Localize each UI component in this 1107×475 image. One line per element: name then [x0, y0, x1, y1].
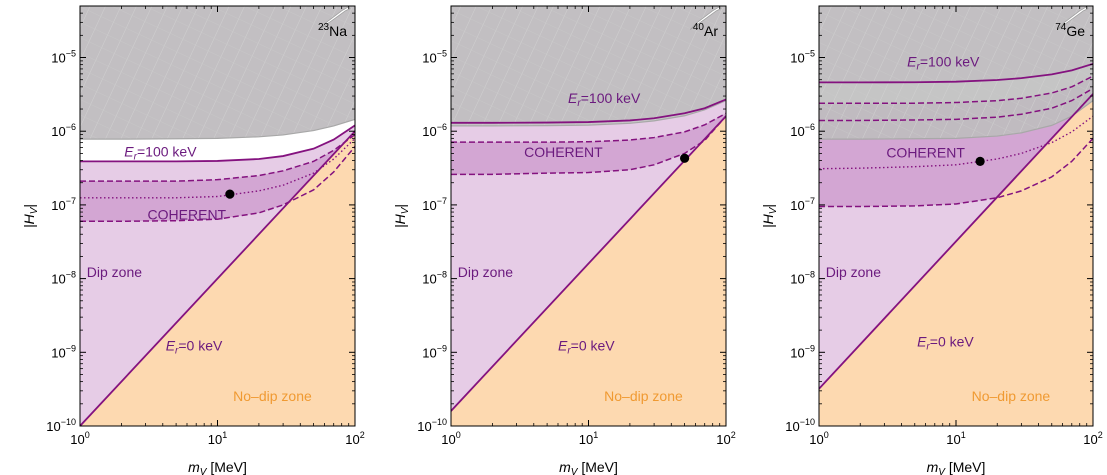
- y-tick-label: 10−8: [422, 270, 447, 287]
- coherent-best-fit-line: [80, 137, 355, 199]
- unconstrained-gap-region: [80, 119, 355, 162]
- y-axis-label: |HV|: [392, 204, 411, 228]
- allowed-island: [1057, 6, 1089, 30]
- er-100kev-line: [451, 98, 726, 124]
- y-tick-label: 10−9: [422, 343, 447, 360]
- y-tick-label: 10−7: [51, 196, 76, 213]
- x-tick-label: 100: [809, 430, 828, 447]
- x-axis-label: mV [MeV]: [559, 459, 618, 475]
- y-tick-label: 10−5: [51, 49, 76, 66]
- panel-na: Er=100 keV Er=0 keV COHERENT Dip zone No–dip…: [21, 5, 365, 475]
- excluded-region-hatch: [451, 6, 726, 126]
- excluded-region-hatch: [819, 6, 1093, 140]
- panel-ar: Er=100 keV Er=0 keV COHERENT Dip zone No–dip…: [392, 5, 736, 475]
- y-tick-label: 10−8: [790, 270, 815, 287]
- excluded-boundary-line: [819, 100, 1093, 140]
- y-tick-label: 10−6: [790, 122, 815, 139]
- y-tick-label: 10−5: [422, 49, 447, 66]
- best-fit-point: [225, 189, 235, 199]
- nodip-zone-label: No–dip zone: [604, 388, 683, 404]
- excluded-boundary-line: [80, 118, 355, 140]
- coherent-lower-line: [451, 115, 726, 176]
- x-tick-label: 100: [70, 430, 89, 447]
- dip-zone-label: Dip zone: [87, 264, 142, 280]
- y-tick-label: 10−6: [422, 122, 447, 139]
- y-tick-label: 10−10: [785, 417, 815, 434]
- y-axis-label: |HV|: [21, 204, 40, 228]
- coherent-label: COHERENT: [148, 207, 227, 223]
- panel-ge: Er=100 keV Er=0 keV COHERENT Dip zone No–dip…: [760, 5, 1103, 475]
- nodip-zone-region: [819, 93, 1093, 426]
- nucleus-label: 40Ar: [693, 22, 718, 39]
- dip-zone-label: Dip zone: [458, 264, 513, 280]
- y-tick-label: 10−9: [790, 343, 815, 360]
- er-100kev-label: Er=100 keV: [568, 90, 641, 109]
- er-0kev-line: [819, 93, 1093, 390]
- y-axis-label: |HV|: [760, 204, 779, 228]
- er-0kev-label: Er=0 keV: [917, 333, 974, 352]
- plot-area: Er=100 keV Er=0 keV COHERENT Dip zone No–dip…: [819, 6, 1093, 426]
- coherent-mid-line: [819, 87, 1093, 122]
- plot-area: Er=100 keV Er=0 keV COHERENT Dip zone No–dip…: [80, 6, 355, 426]
- nodip-zone-label: No–dip zone: [972, 388, 1051, 404]
- nodip-zone-label: No–dip zone: [233, 388, 312, 404]
- er-0kev-line: [80, 130, 355, 426]
- coherent-lower-line: [80, 146, 355, 223]
- x-axis-label: mV [MeV]: [188, 459, 247, 475]
- y-tick-label: 10−9: [51, 343, 76, 360]
- er-100kev-line: [819, 62, 1093, 84]
- y-tick-label: 10−8: [51, 270, 76, 287]
- y-tick-label: 10−7: [790, 196, 815, 213]
- coherent-band-region: [80, 134, 355, 222]
- y-tick-label: 10−6: [51, 122, 76, 139]
- x-axis-label: mV [MeV]: [927, 459, 986, 475]
- x-tick-label: 102: [345, 430, 364, 447]
- nodip-zone-region: [451, 116, 726, 426]
- x-tick-label: 102: [716, 430, 735, 447]
- coherent-band-region: [451, 113, 726, 175]
- coherent-lower-line: [819, 137, 1093, 208]
- nucleus-label: 23Na: [318, 22, 347, 39]
- y-tick-label: 10−5: [790, 49, 815, 66]
- y-tick-label: 10−10: [46, 417, 76, 434]
- coherent-label: COHERENT: [886, 144, 965, 160]
- er-0kev-line: [451, 115, 726, 412]
- best-fit-point: [680, 153, 690, 163]
- x-tick-label: 101: [579, 430, 598, 447]
- excluded-region-hatch: [80, 6, 355, 140]
- coherent-upper-line: [451, 112, 726, 143]
- er-100kev-label: Er=100 keV: [124, 143, 197, 162]
- x-tick-label: 101: [946, 430, 965, 447]
- best-fit-point: [975, 156, 985, 166]
- x-tick-label: 101: [208, 430, 227, 447]
- er-0kev-label: Er=0 keV: [558, 338, 615, 357]
- nucleus-label: 74Ge: [1055, 22, 1085, 39]
- y-tick-label: 10−10: [417, 417, 447, 434]
- plot-area: Er=100 keV Er=0 keV COHERENT Dip zone No–dip…: [451, 6, 726, 426]
- er-0kev-label: Er=0 keV: [166, 338, 223, 357]
- x-tick-label: 100: [441, 430, 460, 447]
- x-tick-label: 102: [1083, 430, 1102, 447]
- coherent-upper-line: [80, 133, 355, 182]
- dip-zone-label: Dip zone: [826, 264, 881, 280]
- er-100kev-line: [80, 124, 355, 163]
- coherent-upper-line: [819, 75, 1093, 104]
- y-tick-label: 10−7: [422, 196, 447, 213]
- allowed-island: [319, 6, 351, 30]
- coherent-label: COHERENT: [524, 144, 603, 160]
- allowed-island: [690, 6, 722, 30]
- er-100kev-label: Er=100 keV: [907, 54, 980, 73]
- excluded-boundary-line: [451, 100, 726, 127]
